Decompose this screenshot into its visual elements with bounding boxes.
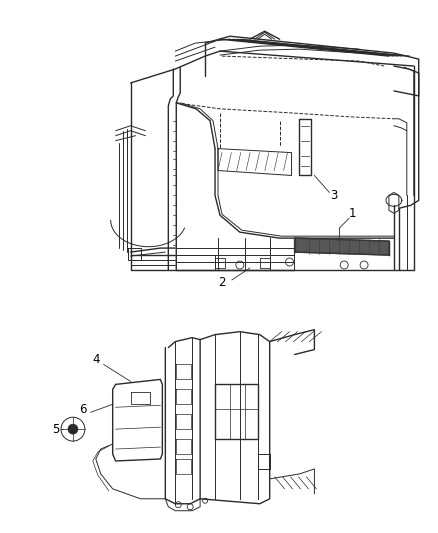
- Text: 5: 5: [52, 423, 60, 435]
- Text: 3: 3: [330, 189, 337, 202]
- Text: 6: 6: [79, 403, 86, 416]
- Text: 2: 2: [218, 277, 225, 289]
- Circle shape: [68, 424, 78, 434]
- Polygon shape: [294, 238, 388, 255]
- Text: 1: 1: [348, 207, 355, 220]
- Text: 4: 4: [92, 353, 99, 366]
